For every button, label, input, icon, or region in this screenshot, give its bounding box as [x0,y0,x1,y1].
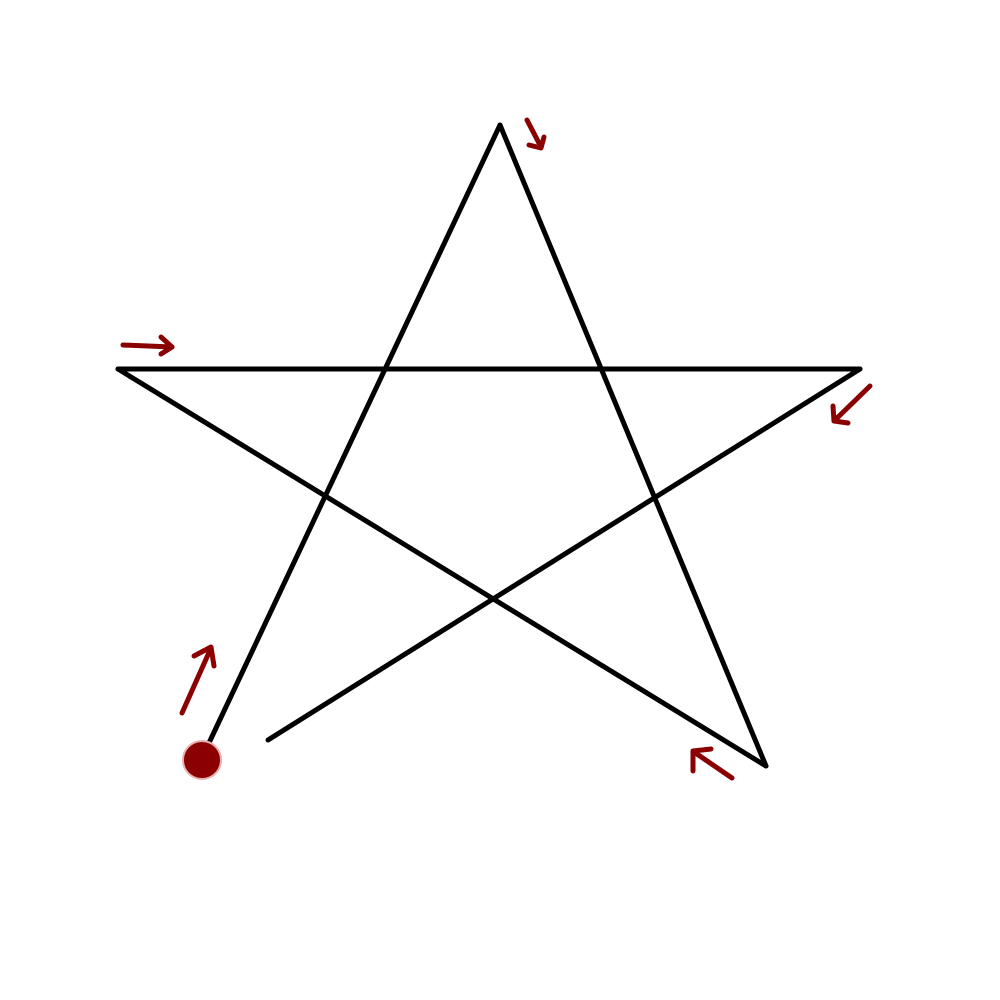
arrow-up-left-icon [690,746,735,781]
star-outline [115,122,863,769]
arrow-down-right-icon [524,117,547,151]
star-stroke-2 [497,122,769,769]
arrow-right-icon [120,334,175,357]
star-stroke-1 [205,122,503,748]
arrow-up-right-icon [179,644,217,716]
start-dot [182,740,222,780]
direction-arrows [120,117,873,781]
star-stroke-3 [115,366,769,769]
star-stroke-5 [265,366,863,743]
arrow-down-left-icon [830,383,873,426]
